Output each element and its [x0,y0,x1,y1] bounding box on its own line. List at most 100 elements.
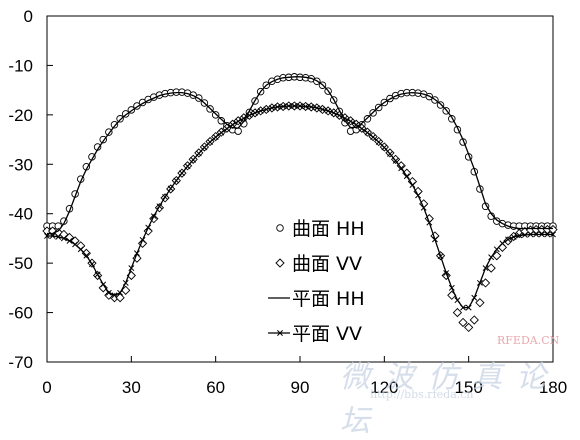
data-point [443,270,450,276]
data-point [480,278,491,288]
legend-background [268,210,386,348]
data-point [392,157,399,164]
data-point [134,250,140,257]
series-line [47,76,553,235]
legend-marker [276,224,284,232]
data-point [452,307,463,318]
data-point [156,203,163,210]
legend-item: 平面 VV [268,323,362,345]
data-point [234,127,242,135]
data-point [420,204,427,211]
data-point [173,177,180,184]
data-point [105,289,112,296]
data-point [184,163,191,170]
data-point [117,289,124,296]
data-point [460,304,466,311]
data-point [469,315,479,325]
data-point [89,261,95,268]
legend-marker [275,258,285,268]
legend-label: 平面 HH [292,288,365,310]
x-tick-label: 0 [42,378,51,397]
data-point [167,185,174,192]
data-point [544,231,551,238]
data-point [190,156,197,163]
data-point [353,121,360,128]
data-point [431,236,438,243]
y-tick-label: -50 [8,254,33,273]
data-point [72,241,79,248]
data-point [223,125,230,132]
data-point [437,253,444,260]
data-point [246,112,253,119]
data-point [330,109,337,116]
data-point [387,150,393,157]
data-point [195,150,202,157]
data-point [319,106,326,113]
data-point [448,284,455,291]
data-point [475,298,485,308]
data-point [358,125,365,132]
data-point [381,144,388,151]
data-point [493,246,500,253]
legend-item: 曲面 VV [275,253,362,275]
chart: 0 -10 -20 -30 -40 -50 -60 -70 0 30 60 90 120 150 180 曲… [8,7,567,397]
data-point [325,107,332,114]
x-tick-label: 180 [539,378,567,397]
data-point [302,103,309,110]
legend-item: 曲面 HH [276,218,365,240]
y-tick-label: -70 [8,353,33,372]
data-point [409,182,416,188]
data-point [499,240,506,247]
data-point [240,115,247,122]
data-point [476,279,483,286]
data-point [497,242,508,252]
data-point [527,231,534,238]
data-point [285,103,292,109]
x-tick-label: 30 [122,378,141,397]
data-point [121,285,131,295]
data-point [521,232,528,238]
data-point [162,193,169,200]
legend-label: 平面 VV [292,323,362,345]
data-point [100,281,107,288]
data-point [415,192,422,199]
data-point [364,129,371,136]
legend: 曲面 HH 曲面 VV 平面 HH 平面 VV [268,210,386,348]
data-point [217,117,226,125]
data-point [533,231,540,238]
data-point [313,104,320,111]
data-point [268,104,275,111]
y-tick-label: -20 [8,106,33,125]
watermark-text: 微波仿真论坛 [340,360,560,439]
legend-label: 曲面 VV [292,253,362,275]
x-tick-label: 90 [291,378,310,397]
y-tick-label: -30 [8,155,33,174]
data-point [274,103,281,110]
data-point [178,170,185,177]
data-point [516,232,523,239]
x-tick-label: 120 [370,378,398,397]
y-tick-label: -60 [8,304,33,323]
chart-series [42,73,558,333]
data-point [55,233,62,240]
y-tick-label: 0 [24,7,33,26]
data-point [116,115,124,123]
data-point [398,165,405,172]
data-point [488,254,495,261]
data-point [336,112,343,119]
data-point [211,111,220,119]
data-point [486,263,496,273]
data-point [471,294,478,301]
data-point [212,134,219,141]
data-point [60,235,67,242]
data-point [218,129,225,136]
y-tick-label: -10 [8,56,33,75]
data-point [128,265,135,272]
data-point [229,121,236,128]
watermark-url: http://bbs.rfeda.cn [370,388,474,401]
data-point [370,134,377,141]
data-point [297,103,303,109]
data-point [145,224,152,231]
series-1 [43,73,557,230]
data-point [77,246,84,253]
